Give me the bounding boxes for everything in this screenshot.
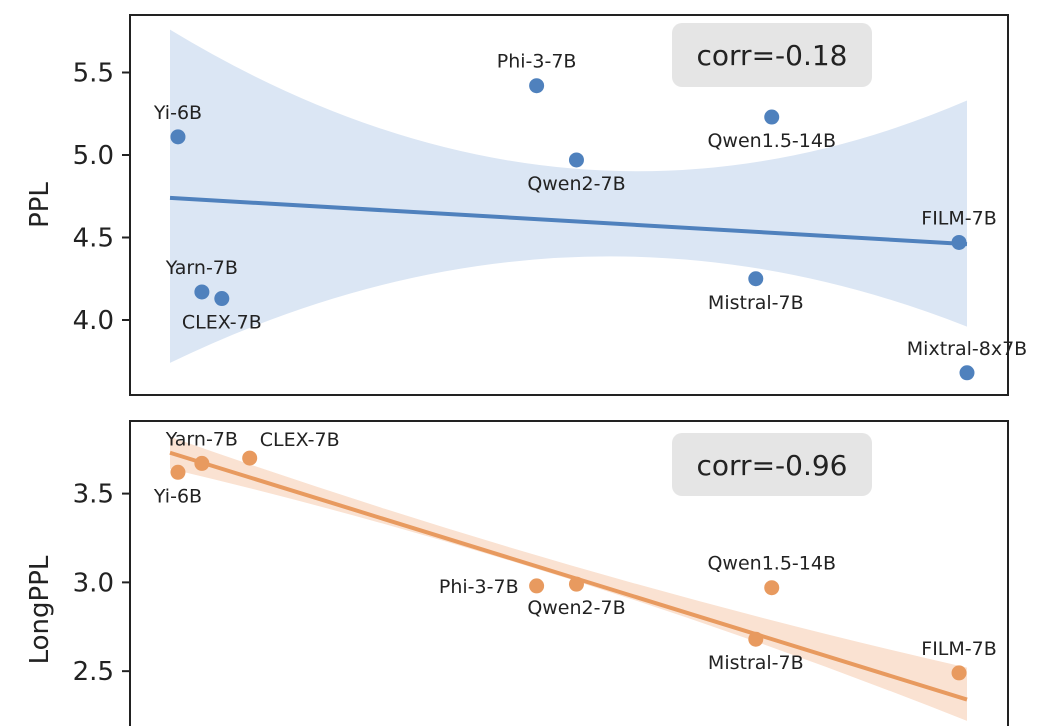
ppl-plot-frame [129,14,1009,396]
y-axis-title: LongPPL [25,555,55,664]
corr-text: corr=-0.18 [697,39,848,72]
point-label: Qwen2-7B [527,173,625,195]
y-tick-label: 2.5 [73,657,114,687]
data-point [951,234,967,250]
point-label: Qwen1.5-14B [707,553,836,575]
point-label: Qwen1.5-14B [707,130,836,152]
confidence-band [170,436,967,721]
y-tick-label: 3.0 [73,568,114,598]
regression-line [169,195,968,247]
ppl-panel: Yi-6B Yarn-7B CLEX-7B Phi-3-7B Qwen2-7B Mistr… [25,14,1027,396]
y-tick-label: 4.0 [73,306,114,336]
point-label: CLEX-7B [260,429,340,451]
corr-annotation: corr=-0.96 [672,433,872,496]
corr-annotation: corr=-0.18 [672,23,872,87]
point-label: CLEX-7B [182,312,262,334]
point-label: Phi-3-7B [439,576,519,598]
corr-text: corr=-0.96 [697,449,848,482]
y-tick-label: 5.5 [73,59,114,89]
confidence-band [170,29,967,363]
data-point [214,291,230,307]
point-label: Yarn-7B [165,257,238,279]
regression-line [169,450,968,702]
data-point [194,284,210,300]
y-tick-label: 4.5 [73,224,114,254]
y-tick-label: 5.0 [73,141,114,171]
y-tick-label: 3.5 [73,480,114,510]
data-point [764,109,780,125]
data-point [951,665,967,681]
data-point [194,455,210,471]
longppl-panel: Yi-6B Yarn-7B CLEX-7B Phi-3-7B Qwen2-7B Mistr… [25,420,1009,726]
point-label: Mistral-7B [708,652,804,674]
point-label: Mistral-7B [708,292,804,314]
point-label: Qwen2-7B [527,597,625,619]
point-label: FILM-7B [921,638,997,660]
data-point [764,580,780,596]
data-point [529,78,545,94]
point-label: Phi-3-7B [497,51,577,73]
point-label: FILM-7B [921,207,997,229]
point-label: Yi-6B [153,485,202,507]
longppl-plot-frame [129,420,1009,726]
point-label: Mixtral-8x7B [907,338,1027,360]
data-point [568,576,584,592]
y-axis-title: PPL [25,182,55,228]
data-point [529,578,545,594]
data-point [242,450,258,466]
data-point [170,129,186,145]
corr-box [672,433,872,496]
data-point [748,631,764,647]
data-point [959,365,975,381]
data-point [568,152,584,168]
data-point [170,464,186,480]
point-label: Yarn-7B [165,428,238,450]
point-label: Yi-6B [153,102,202,124]
corr-box [672,23,872,87]
data-point [748,271,764,287]
